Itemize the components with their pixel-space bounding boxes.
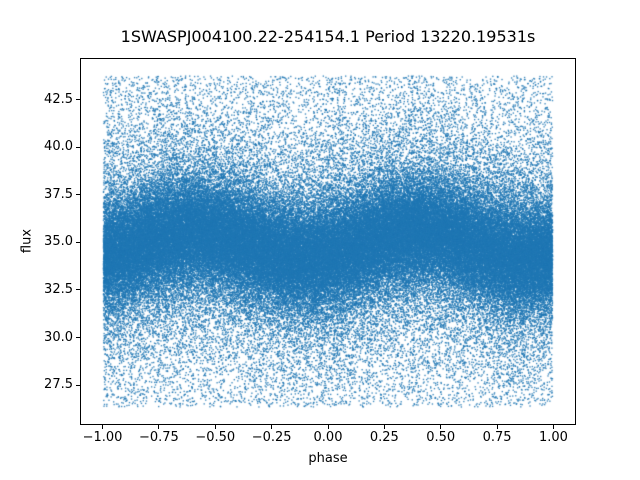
y-tick-label: 30.0	[44, 329, 73, 345]
x-tick-mark	[552, 425, 554, 429]
x-tick-mark	[383, 425, 385, 429]
y-tick-mark	[76, 146, 80, 148]
x-axis-label: phase	[308, 451, 348, 466]
y-tick-mark	[76, 337, 80, 339]
x-tick-label: 0.75	[482, 430, 512, 445]
x-tick-mark	[158, 425, 160, 429]
y-tick-mark	[76, 241, 80, 243]
y-tick-mark	[76, 99, 80, 101]
x-tick-mark	[327, 425, 329, 429]
y-tick-label: 40.0	[44, 139, 73, 155]
y-tick-label: 35.0	[44, 234, 73, 250]
x-tick-label: −0.50	[195, 430, 236, 445]
y-tick-mark	[76, 289, 80, 291]
x-tick-label: 0.25	[369, 430, 399, 445]
scatter-points-canvas	[81, 59, 575, 424]
x-tick-label: −0.75	[138, 430, 179, 445]
x-tick-label: 0.00	[313, 430, 343, 445]
x-tick-label: 1.00	[538, 430, 568, 445]
x-tick-label: −1.00	[82, 430, 123, 445]
x-tick-mark	[440, 425, 442, 429]
x-tick-label: 0.50	[426, 430, 456, 445]
x-tick-mark	[496, 425, 498, 429]
x-tick-mark	[214, 425, 216, 429]
y-tick-mark	[76, 384, 80, 386]
y-tick-label: 27.5	[44, 377, 73, 393]
y-tick-label: 42.5	[44, 91, 73, 107]
x-tick-mark	[102, 425, 104, 429]
plot-area	[80, 58, 576, 425]
y-tick-label: 37.5	[44, 186, 73, 202]
x-tick-label: −0.25	[251, 430, 292, 445]
y-tick-label: 32.5	[44, 281, 73, 297]
chart-title: 1SWASPJ004100.22-254154.1 Period 13220.1…	[120, 27, 536, 46]
y-tick-mark	[76, 194, 80, 196]
x-tick-mark	[271, 425, 273, 429]
